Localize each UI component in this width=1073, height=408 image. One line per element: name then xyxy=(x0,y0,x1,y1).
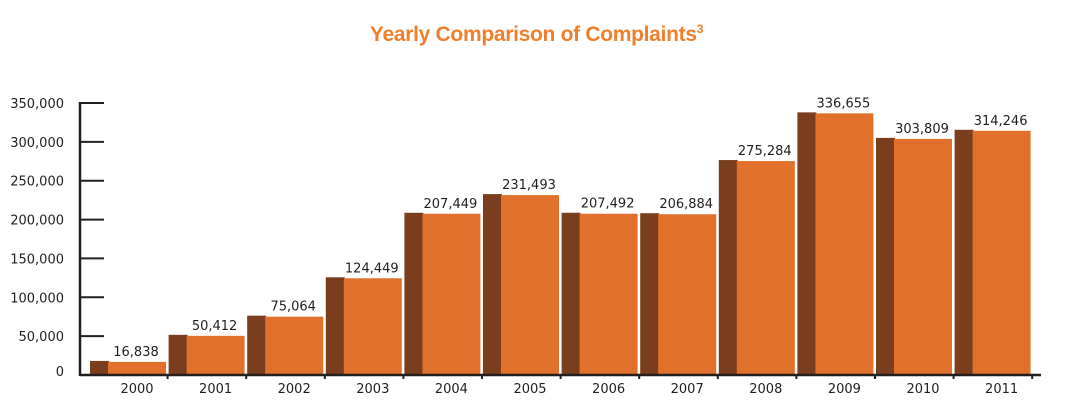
chart-title: Yearly Comparison of Complaints3 xyxy=(0,22,1073,47)
y-tick-label: 50,000 xyxy=(19,330,65,345)
data-label: 314,246 xyxy=(974,114,1028,129)
x-tick-label: 2006 xyxy=(592,382,625,397)
bar-side xyxy=(876,137,895,375)
bar xyxy=(265,316,324,375)
data-label: 16,838 xyxy=(113,345,159,360)
bar xyxy=(815,113,874,375)
x-tick-label: 2002 xyxy=(278,382,311,397)
y-tick-label: 100,000 xyxy=(10,291,64,306)
bar-side xyxy=(325,277,345,375)
bar-side xyxy=(247,315,267,375)
x-tick-label: 2007 xyxy=(671,382,704,397)
bar xyxy=(108,361,166,375)
data-label: 50,412 xyxy=(192,319,238,334)
data-label: 75,064 xyxy=(270,300,316,315)
x-tick-label: 2005 xyxy=(513,382,546,397)
bar-side xyxy=(718,160,738,375)
bar-side xyxy=(90,360,109,375)
bar xyxy=(972,130,1031,375)
bar-side xyxy=(954,129,974,375)
bar xyxy=(579,213,638,375)
data-label: 336,655 xyxy=(817,96,871,111)
data-label: 303,809 xyxy=(895,122,949,137)
bar-side xyxy=(168,334,188,375)
bar xyxy=(736,161,795,375)
x-tick-label: 2010 xyxy=(906,382,939,397)
y-tick-label: 200,000 xyxy=(10,214,64,229)
x-tick-label: 2004 xyxy=(435,382,468,397)
bar xyxy=(658,214,717,375)
y-tick-label: 250,000 xyxy=(10,175,64,190)
bar xyxy=(501,195,559,375)
data-label: 124,449 xyxy=(345,261,399,276)
title-footnote-marker: 3 xyxy=(696,22,704,36)
x-tick-label: 2000 xyxy=(120,382,153,397)
data-label: 231,493 xyxy=(502,178,556,193)
x-tick-label: 2009 xyxy=(828,382,861,397)
data-label: 206,884 xyxy=(659,197,713,212)
bar-side xyxy=(483,194,502,375)
bar-side xyxy=(561,212,581,375)
x-tick-label: 2011 xyxy=(985,382,1018,397)
chart-title-text: Yearly Comparison of Complaints xyxy=(369,23,697,46)
bar-side xyxy=(797,112,817,375)
data-label: 207,449 xyxy=(424,197,478,212)
bar-side xyxy=(640,213,660,375)
y-tick-label: 300,000 xyxy=(10,136,64,151)
y-tick-label: 150,000 xyxy=(10,252,64,267)
bar xyxy=(343,278,402,375)
y-tick-label: 0 xyxy=(56,365,64,380)
data-label: 207,492 xyxy=(581,197,635,212)
bar-side xyxy=(404,212,424,375)
bar xyxy=(422,213,481,375)
x-tick-label: 2001 xyxy=(199,382,232,397)
bar xyxy=(894,138,952,375)
x-tick-label: 2008 xyxy=(749,382,782,397)
x-tick-label: 2003 xyxy=(356,382,389,397)
data-label: 275,284 xyxy=(738,144,792,159)
y-tick-label: 350,000 xyxy=(10,97,64,112)
bar xyxy=(186,335,245,375)
